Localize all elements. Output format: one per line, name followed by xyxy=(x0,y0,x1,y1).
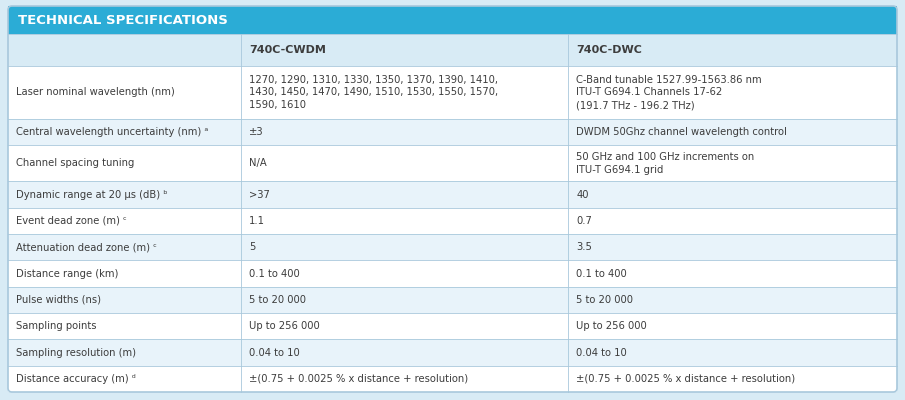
Bar xyxy=(8,208,897,234)
Text: ±(0.75 + 0.0025 % x distance + resolution): ±(0.75 + 0.0025 % x distance + resolutio… xyxy=(249,374,468,384)
Text: ±(0.75 + 0.0025 % x distance + resolution): ±(0.75 + 0.0025 % x distance + resolutio… xyxy=(576,374,795,384)
Text: TECHNICAL SPECIFICATIONS: TECHNICAL SPECIFICATIONS xyxy=(18,14,228,26)
Text: 0.04 to 10: 0.04 to 10 xyxy=(576,348,627,358)
Text: Dynamic range at 20 μs (dB) ᵇ: Dynamic range at 20 μs (dB) ᵇ xyxy=(16,190,167,200)
Text: 0.1 to 400: 0.1 to 400 xyxy=(249,268,300,278)
Text: >37: >37 xyxy=(249,190,270,200)
Bar xyxy=(8,287,897,313)
Text: 740C-DWC: 740C-DWC xyxy=(576,45,642,55)
Text: 0.1 to 400: 0.1 to 400 xyxy=(576,268,627,278)
Text: 5 to 20 000: 5 to 20 000 xyxy=(576,295,634,305)
Bar xyxy=(8,313,897,339)
Text: 0.7: 0.7 xyxy=(576,216,592,226)
Text: C-Band tunable 1527.99-1563.86 nm
ITU-T G694.1 Channels 17-62
(191.7 THz - 196.2: C-Band tunable 1527.99-1563.86 nm ITU-T … xyxy=(576,74,762,110)
Text: 5 to 20 000: 5 to 20 000 xyxy=(249,295,306,305)
Text: Channel spacing tuning: Channel spacing tuning xyxy=(16,158,134,168)
Text: 40: 40 xyxy=(576,190,588,200)
Text: 1270, 1290, 1310, 1330, 1350, 1370, 1390, 1410,
1430, 1450, 1470, 1490, 1510, 15: 1270, 1290, 1310, 1330, 1350, 1370, 1390… xyxy=(249,74,498,110)
Text: Central wavelength uncertainty (nm) ᵃ: Central wavelength uncertainty (nm) ᵃ xyxy=(16,127,208,137)
Text: 50 GHz and 100 GHz increments on
ITU-T G694.1 grid: 50 GHz and 100 GHz increments on ITU-T G… xyxy=(576,152,755,174)
Bar xyxy=(8,34,897,66)
Text: Laser nominal wavelength (nm): Laser nominal wavelength (nm) xyxy=(16,87,175,97)
Text: Distance range (km): Distance range (km) xyxy=(16,268,119,278)
Text: N/A: N/A xyxy=(249,158,267,168)
Bar xyxy=(8,182,897,208)
Text: Distance accuracy (m) ᵈ: Distance accuracy (m) ᵈ xyxy=(16,374,136,384)
Bar xyxy=(8,66,897,119)
Bar xyxy=(8,260,897,287)
Bar xyxy=(8,339,897,366)
Text: Sampling points: Sampling points xyxy=(16,321,97,331)
Bar xyxy=(8,234,897,260)
Bar xyxy=(8,366,897,392)
Text: Up to 256 000: Up to 256 000 xyxy=(249,321,319,331)
Text: Up to 256 000: Up to 256 000 xyxy=(576,321,647,331)
Text: DWDM 50Ghz channel wavelength control: DWDM 50Ghz channel wavelength control xyxy=(576,127,787,137)
Bar xyxy=(8,6,897,34)
Text: 1.1: 1.1 xyxy=(249,216,265,226)
Text: ±3: ±3 xyxy=(249,127,263,137)
Text: 740C-CWDM: 740C-CWDM xyxy=(249,45,326,55)
Text: Pulse widths (ns): Pulse widths (ns) xyxy=(16,295,101,305)
Bar xyxy=(8,145,897,182)
Bar xyxy=(8,119,897,145)
Text: 5: 5 xyxy=(249,242,255,252)
Text: 0.04 to 10: 0.04 to 10 xyxy=(249,348,300,358)
Text: Sampling resolution (m): Sampling resolution (m) xyxy=(16,348,136,358)
Text: Attenuation dead zone (m) ᶜ: Attenuation dead zone (m) ᶜ xyxy=(16,242,157,252)
Text: 3.5: 3.5 xyxy=(576,242,592,252)
Text: Event dead zone (m) ᶜ: Event dead zone (m) ᶜ xyxy=(16,216,127,226)
